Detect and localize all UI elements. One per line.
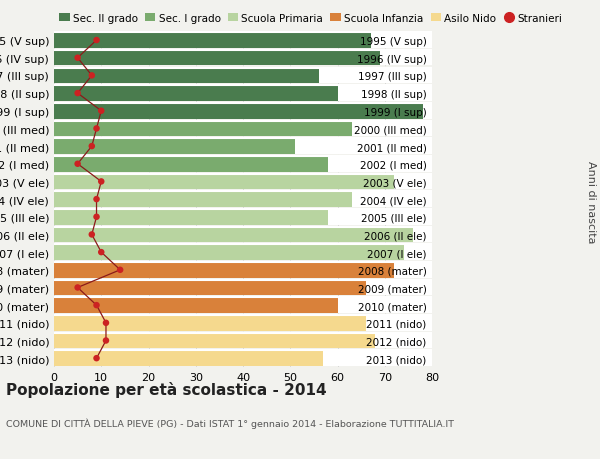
Point	[87, 73, 97, 80]
Bar	[54, 227, 432, 243]
Bar	[54, 157, 328, 172]
Legend: Sec. II grado, Sec. I grado, Scuola Primaria, Scuola Infanzia, Asilo Nido, Stran: Sec. II grado, Sec. I grado, Scuola Prim…	[59, 14, 562, 23]
Bar	[54, 315, 432, 331]
Bar	[54, 139, 432, 155]
Bar	[54, 227, 413, 243]
Bar	[54, 139, 295, 155]
Point	[92, 302, 101, 309]
Bar	[54, 51, 380, 67]
Point	[73, 55, 82, 62]
Point	[87, 231, 97, 239]
Point	[92, 196, 101, 203]
Bar	[54, 298, 432, 313]
Bar	[54, 263, 394, 278]
Point	[101, 319, 111, 327]
Point	[97, 108, 106, 115]
Bar	[54, 280, 432, 296]
Point	[73, 161, 82, 168]
Bar	[54, 68, 432, 84]
Point	[115, 267, 125, 274]
Bar	[54, 298, 338, 313]
Bar	[54, 210, 328, 225]
Bar	[54, 68, 319, 84]
Bar	[54, 245, 404, 260]
Bar	[54, 210, 432, 225]
Point	[97, 249, 106, 256]
Bar	[54, 86, 432, 101]
Bar	[54, 33, 371, 49]
Bar	[54, 33, 432, 49]
Bar	[54, 104, 422, 119]
Text: Popolazione per età scolastica - 2014: Popolazione per età scolastica - 2014	[6, 381, 326, 397]
Bar	[54, 121, 432, 137]
Bar	[54, 174, 394, 190]
Text: Anni di nascita: Anni di nascita	[586, 161, 596, 243]
Point	[92, 355, 101, 362]
Bar	[54, 351, 432, 366]
Bar	[54, 351, 323, 366]
Bar	[54, 51, 432, 67]
Point	[92, 37, 101, 45]
Bar	[54, 86, 338, 101]
Text: COMUNE DI CITTÀ DELLA PIEVE (PG) - Dati ISTAT 1° gennaio 2014 - Elaborazione TUT: COMUNE DI CITTÀ DELLA PIEVE (PG) - Dati …	[6, 418, 454, 428]
Point	[73, 284, 82, 291]
Bar	[54, 174, 432, 190]
Bar	[54, 245, 432, 260]
Bar	[54, 333, 376, 348]
Point	[73, 90, 82, 97]
Point	[92, 125, 101, 133]
Bar	[54, 263, 432, 278]
Point	[97, 179, 106, 186]
Bar	[54, 333, 432, 348]
Bar	[54, 157, 432, 172]
Bar	[54, 280, 366, 296]
Point	[92, 213, 101, 221]
Bar	[54, 192, 352, 207]
Point	[101, 337, 111, 344]
Bar	[54, 192, 432, 207]
Bar	[54, 104, 432, 119]
Bar	[54, 315, 366, 331]
Bar	[54, 121, 352, 137]
Point	[87, 143, 97, 151]
